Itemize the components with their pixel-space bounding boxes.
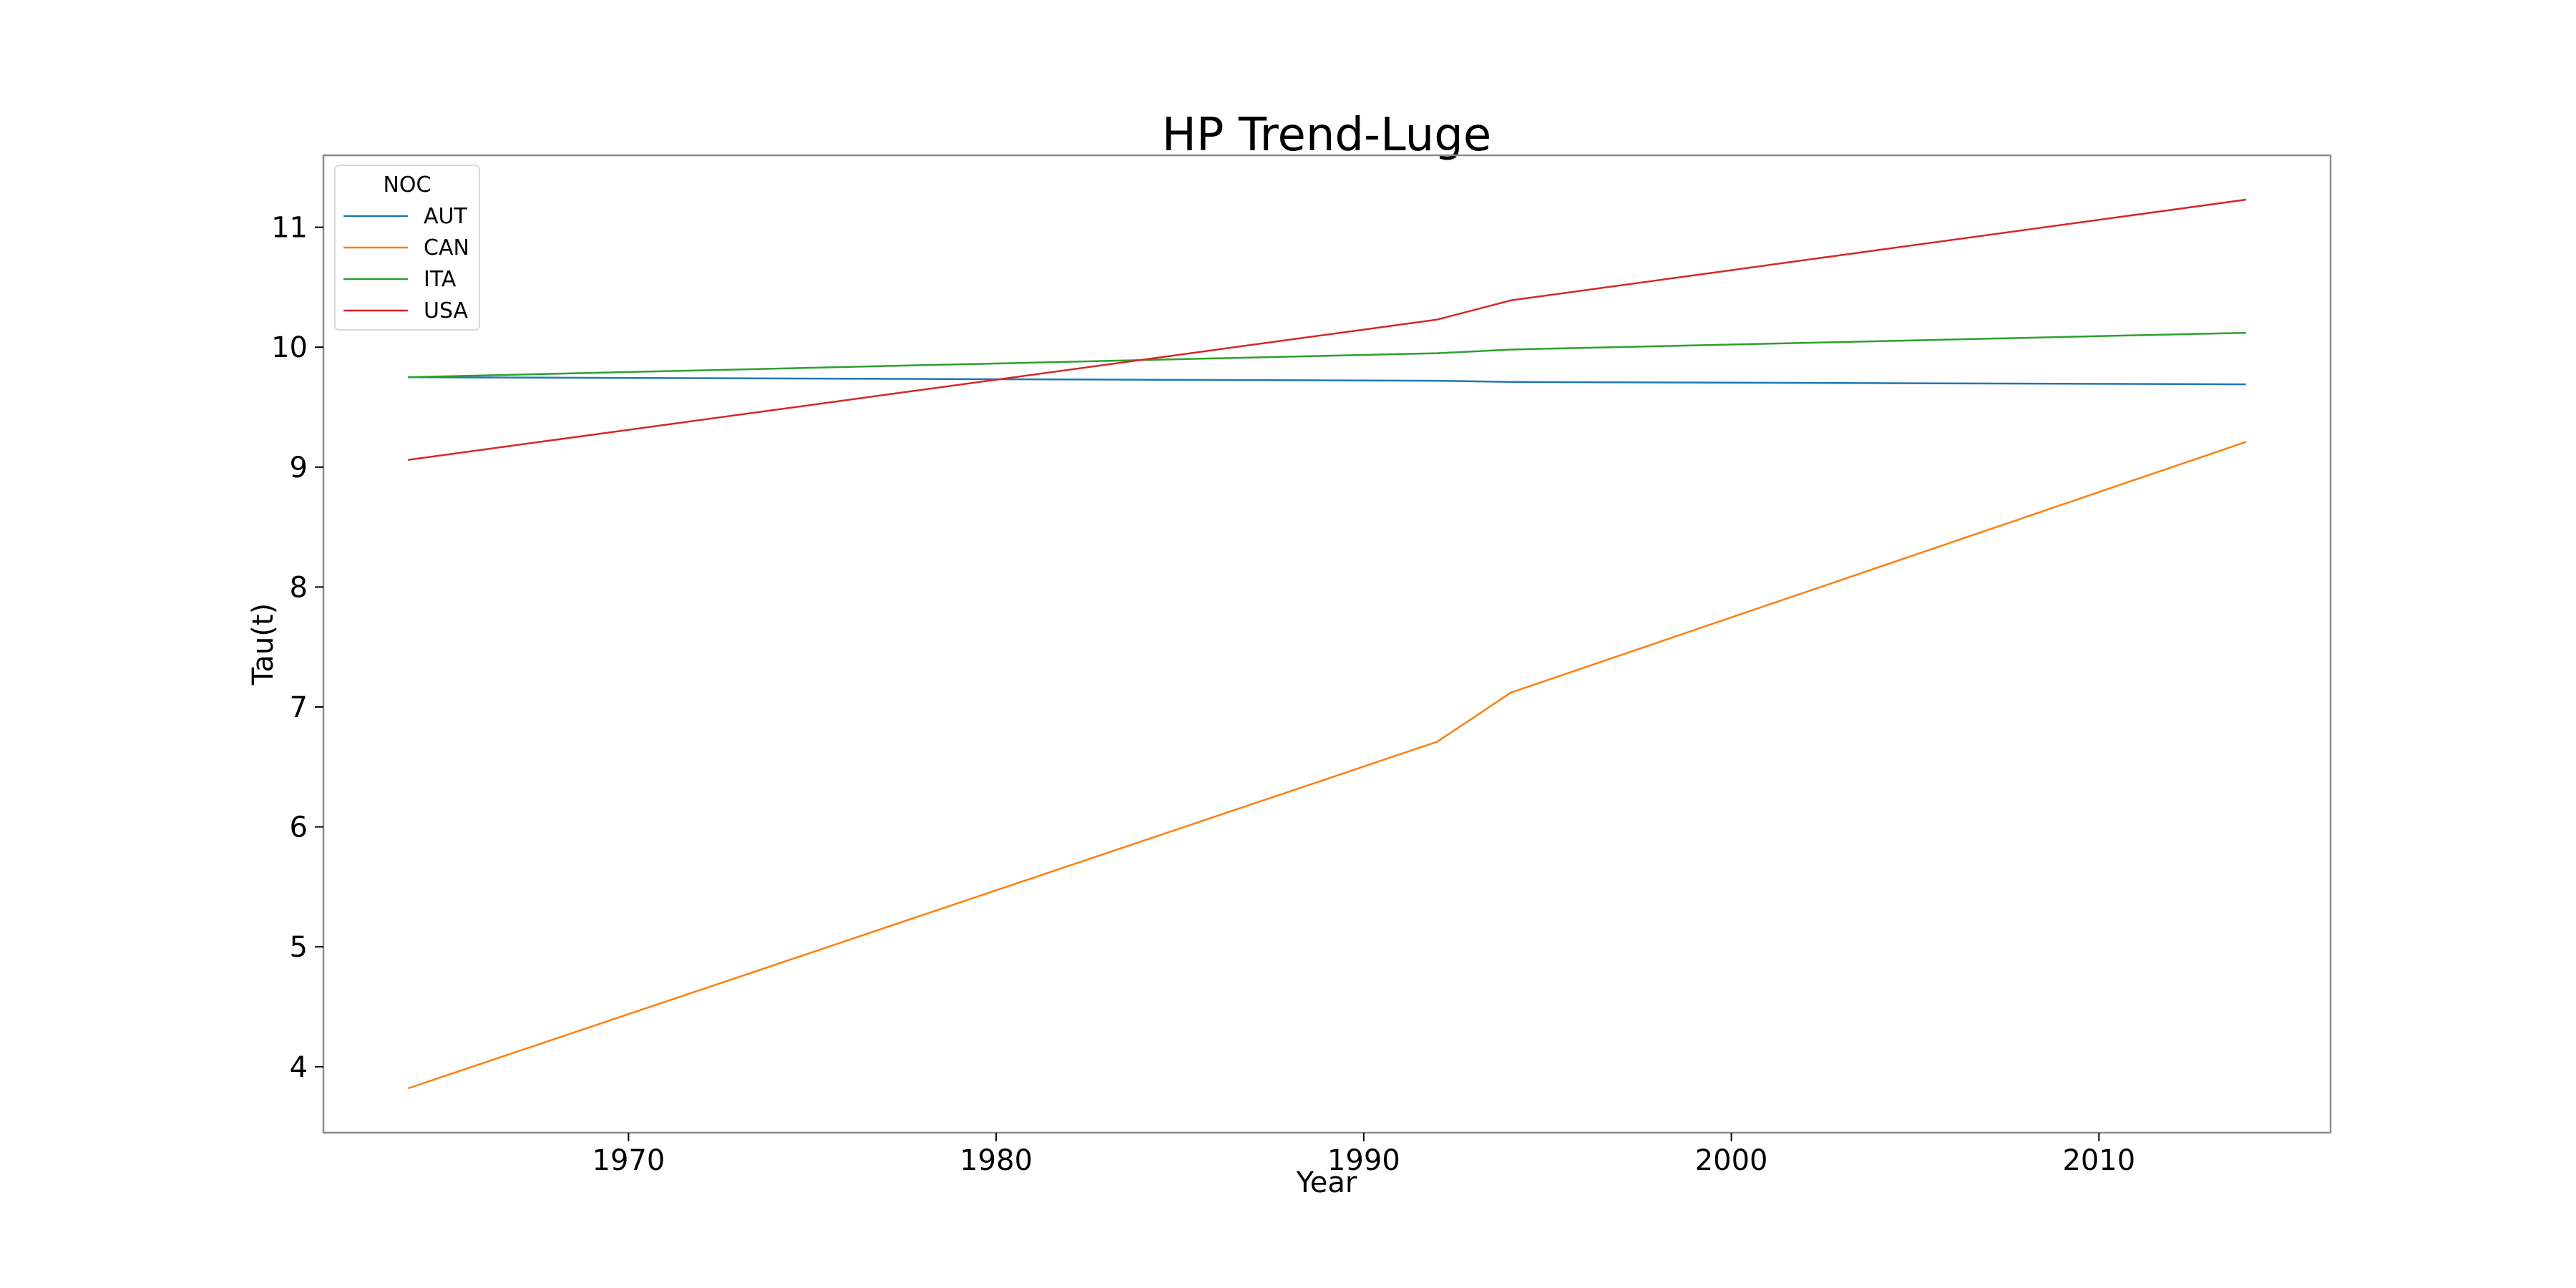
chart-title: HP Trend-Luge (1162, 109, 1491, 162)
legend: NOC AUT CAN ITA USA (334, 165, 480, 331)
legend-title: NOC (383, 172, 431, 197)
y-axis-label: Tau(t) (247, 603, 280, 686)
y-tick-label: 8 (290, 571, 308, 604)
y-tick-label: 9 (290, 452, 308, 484)
legend-label-ita: ITA (424, 267, 457, 292)
series-line-ita (408, 331, 2246, 379)
x-axis-label: Year (1296, 1166, 1357, 1199)
legend-label-aut: AUT (424, 204, 467, 229)
y-tick-label: 10 (271, 331, 308, 364)
y-tick-label: 5 (290, 931, 308, 964)
y-tick-label: 4 (290, 1051, 308, 1084)
x-axis: 1970 1980 1990 2000 2010 (592, 1133, 2135, 1177)
y-tick-label: 6 (290, 811, 308, 844)
series-layer (407, 198, 2247, 1090)
y-axis: 4 5 6 7 8 9 10 11 (271, 212, 323, 1084)
series-line-aut (408, 376, 2246, 386)
legend-label-can: CAN (424, 235, 469, 260)
y-tick-label: 11 (271, 212, 308, 245)
series-line-can (407, 441, 2247, 1090)
x-tick-label: 1990 (1327, 1144, 1400, 1177)
x-tick-label: 1970 (592, 1144, 665, 1177)
y-tick-label: 7 (290, 691, 308, 724)
x-tick-label: 1980 (960, 1144, 1033, 1177)
series-line-usa (408, 198, 2246, 461)
x-tick-label: 2000 (1695, 1144, 1768, 1177)
legend-entries: AUT CAN ITA USA (343, 204, 469, 323)
legend-label-usa: USA (424, 298, 469, 323)
plot-frame (322, 154, 2332, 1134)
x-tick-label: 2010 (2062, 1144, 2135, 1177)
